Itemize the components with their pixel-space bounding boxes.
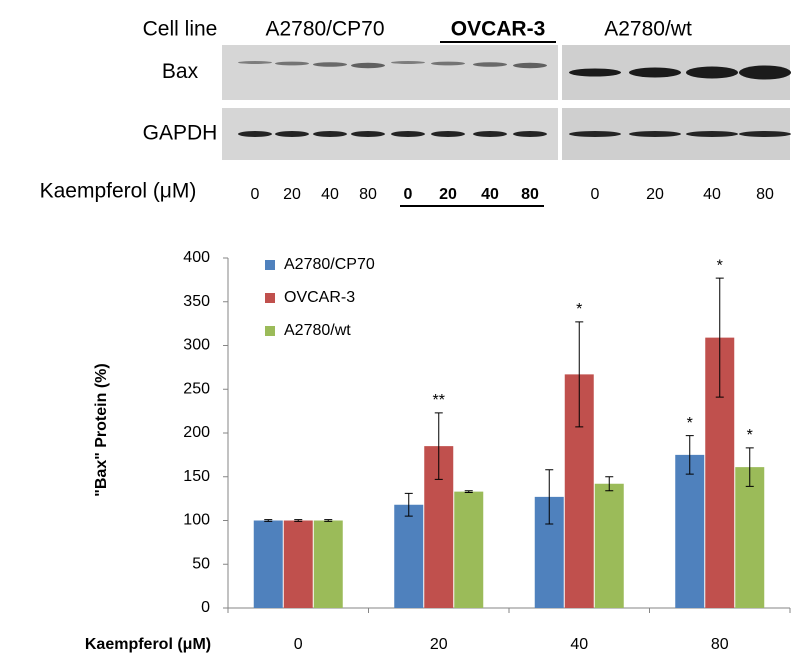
cell-line-label: OVCAR-3 [451, 18, 546, 41]
lane-label: 0 [591, 186, 600, 203]
blot-panel [222, 108, 558, 160]
y-tick-label: 50 [192, 555, 210, 572]
lane-label: 0 [404, 186, 413, 203]
error-bar [715, 277, 724, 398]
y-axis-label: "Bax" Protein (%) [93, 363, 110, 496]
significance: * [717, 257, 723, 274]
lane-label: 0 [251, 186, 260, 203]
bar [313, 520, 343, 608]
y-tick-label: 400 [183, 249, 210, 266]
lane-label: 20 [283, 186, 301, 203]
bar [594, 483, 624, 608]
x-tick-label: 80 [711, 636, 729, 653]
bar [253, 520, 283, 608]
legend-label: OVCAR-3 [284, 289, 355, 306]
significance: * [747, 427, 753, 444]
blot-band [686, 66, 738, 79]
blot-panel [222, 45, 558, 100]
lane-label: 80 [521, 186, 539, 203]
y-tick-label: 300 [183, 337, 210, 354]
blot-row-label: Bax [162, 60, 199, 83]
y-tick-label: 200 [183, 424, 210, 441]
significance: * [687, 415, 693, 432]
blot-row-label: GAPDH [143, 122, 218, 145]
bar [675, 454, 705, 608]
blot-band [391, 61, 425, 64]
bar [283, 520, 313, 608]
cell-line-label: A2780/CP70 [265, 18, 384, 41]
blot-band [569, 68, 621, 77]
blot-header: Cell line [143, 18, 218, 41]
error-bar [605, 476, 614, 492]
cell-line-label: A2780/wt [604, 18, 692, 41]
bar [394, 504, 424, 608]
blot-band [238, 131, 272, 137]
error-bar [434, 412, 443, 480]
blot-band [629, 131, 681, 137]
blot-band [473, 62, 507, 67]
y-tick-label: 250 [183, 380, 210, 397]
blot-band [313, 62, 347, 67]
lane-label: 20 [439, 186, 457, 203]
error-bar [324, 519, 333, 522]
blot-band [569, 131, 621, 137]
blot-band [351, 62, 385, 69]
legend-label: A2780/wt [284, 322, 351, 339]
blot-band [513, 62, 547, 69]
lane-axis-label: Kaempferol (μM) [40, 180, 197, 203]
lane-label: 40 [321, 186, 339, 203]
y-tick-label: 350 [183, 293, 210, 310]
error-bar [464, 490, 473, 493]
y-tick-label: 150 [183, 468, 210, 485]
bar [454, 491, 484, 608]
lane-label: 40 [703, 186, 721, 203]
legend-label: A2780/CP70 [284, 256, 375, 273]
error-bar [264, 519, 273, 522]
blot-band [391, 131, 425, 137]
significance: ** [433, 392, 445, 409]
blot-band [351, 131, 385, 137]
lane-label: 80 [359, 186, 377, 203]
bar [735, 467, 765, 608]
blot-band [275, 131, 309, 137]
blot-band [686, 131, 738, 137]
blot-band [513, 131, 547, 137]
error-bar [685, 435, 694, 475]
error-bar [545, 469, 554, 525]
legend-swatch [265, 326, 275, 336]
lane-label: 20 [646, 186, 664, 203]
error-bar [575, 321, 584, 428]
lane-label: 80 [756, 186, 774, 203]
error-bar [404, 492, 413, 517]
legend-swatch [265, 293, 275, 303]
blot-band [739, 65, 791, 80]
blot-band [431, 61, 465, 66]
blot-band [313, 131, 347, 137]
blot-band [431, 131, 465, 137]
y-tick-label: 100 [183, 512, 210, 529]
significance: * [576, 301, 582, 318]
blot-band [473, 131, 507, 137]
x-tick-label: 0 [294, 636, 303, 653]
error-bar [745, 447, 754, 487]
x-tick-label: 20 [430, 636, 448, 653]
blot-band [275, 61, 309, 66]
x-tick-label: 40 [570, 636, 588, 653]
lane-label: 40 [481, 186, 499, 203]
blot-band [629, 67, 681, 78]
x-axis-label: Kaempferol (μM) [85, 636, 211, 653]
blot-band [238, 61, 272, 64]
y-tick-label: 0 [201, 599, 210, 616]
legend-swatch [265, 260, 275, 270]
blot-band [739, 131, 791, 137]
error-bar [294, 519, 303, 522]
